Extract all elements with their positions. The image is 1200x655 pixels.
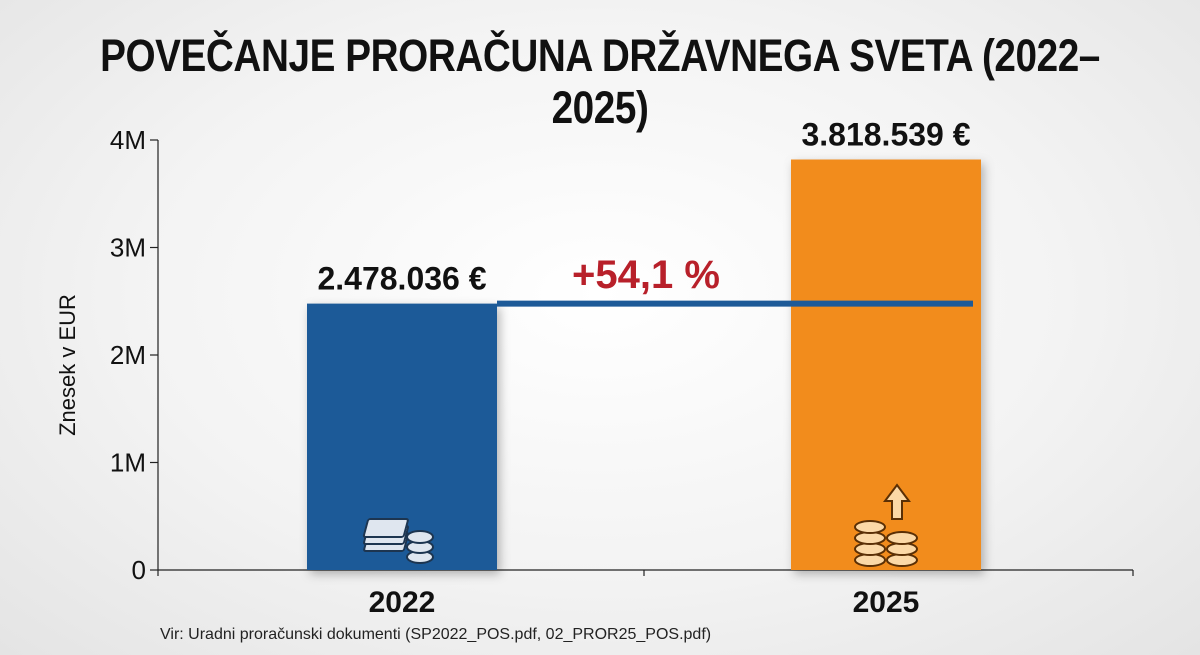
y-tick-label: 2M <box>110 340 146 370</box>
coin-shape <box>406 530 434 544</box>
y-tick-label: 1M <box>110 448 146 478</box>
category-label-2025: 2025 <box>853 586 920 619</box>
y-tick-label: 3M <box>110 233 146 263</box>
value-label-2025: 3.818.539 € <box>801 117 970 153</box>
arrow-up-shape <box>883 483 911 520</box>
coins-arrow-up-icon <box>854 483 918 567</box>
category-label-2022: 2022 <box>369 586 436 619</box>
banknote-shape <box>362 518 409 538</box>
money-stack-icon <box>362 518 434 564</box>
bar-2025 <box>791 159 981 570</box>
value-label-2022: 2.478.036 € <box>317 261 486 297</box>
y-tick-label: 0 <box>132 555 146 585</box>
source-note: Vir: Uradni proračunski dokumenti (SP202… <box>160 626 712 643</box>
coin-shape <box>886 531 918 545</box>
chart-title: POVEČANJE PRORAČUNA DRŽAVNEGA SVETA (202… <box>100 30 1100 133</box>
coin-shape <box>854 520 886 534</box>
change-annotation: +54,1 % <box>572 253 720 297</box>
y-tick-label: 4M <box>110 125 146 155</box>
